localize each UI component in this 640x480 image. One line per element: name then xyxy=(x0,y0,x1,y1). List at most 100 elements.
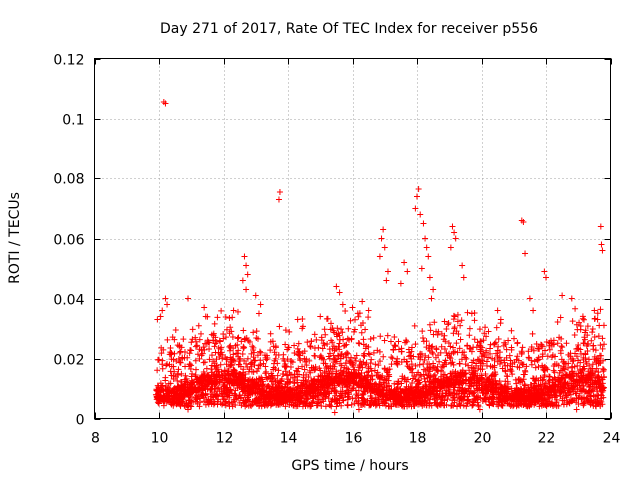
data-point xyxy=(360,352,367,359)
data-point xyxy=(199,387,206,394)
data-point xyxy=(471,389,478,396)
data-point xyxy=(408,361,415,368)
data-point xyxy=(492,369,499,376)
data-point xyxy=(215,345,222,352)
data-point xyxy=(348,354,355,361)
data-point xyxy=(310,393,317,400)
data-point xyxy=(535,377,542,384)
data-point xyxy=(439,389,446,396)
data-point xyxy=(589,325,596,332)
data-point xyxy=(167,351,174,358)
data-point xyxy=(213,371,220,378)
data-point xyxy=(487,341,494,348)
data-point xyxy=(351,366,358,373)
data-point xyxy=(454,311,461,318)
data-point xyxy=(257,349,264,356)
data-point xyxy=(511,335,518,342)
data-point xyxy=(453,340,460,347)
data-point xyxy=(526,403,533,410)
data-point xyxy=(306,401,313,408)
data-point xyxy=(241,336,248,343)
data-point xyxy=(473,344,480,351)
data-point xyxy=(405,346,412,353)
data-point xyxy=(287,364,294,371)
data-point xyxy=(239,350,246,357)
data-point xyxy=(358,329,365,336)
data-point xyxy=(276,189,283,195)
data-point xyxy=(474,386,481,393)
data-point xyxy=(194,351,201,358)
data-point xyxy=(174,342,181,349)
data-point xyxy=(397,280,404,287)
data-point xyxy=(227,362,234,369)
data-point xyxy=(489,395,496,402)
data-point xyxy=(541,268,548,275)
data-point xyxy=(417,211,424,218)
data-point xyxy=(415,393,422,400)
data-point xyxy=(315,344,322,351)
data-point xyxy=(482,370,489,377)
data-point xyxy=(286,328,293,335)
data-point xyxy=(450,344,457,351)
data-point xyxy=(229,314,236,321)
data-point xyxy=(208,352,215,359)
data-point xyxy=(311,352,318,359)
data-point xyxy=(508,344,515,351)
data-point xyxy=(380,353,387,360)
data-point xyxy=(331,409,338,416)
data-point xyxy=(171,350,178,357)
data-point xyxy=(203,365,210,372)
data-point xyxy=(384,268,391,275)
data-point xyxy=(178,370,185,377)
data-point xyxy=(458,397,465,404)
data-point xyxy=(410,391,417,398)
data-point xyxy=(485,328,492,335)
data-point xyxy=(420,338,427,345)
data-point xyxy=(257,357,264,364)
data-point xyxy=(549,394,556,401)
data-point xyxy=(491,362,498,369)
data-point xyxy=(360,336,367,343)
data-point xyxy=(226,401,233,408)
data-point xyxy=(237,357,244,364)
data-point xyxy=(509,360,516,367)
data-point xyxy=(321,326,328,333)
data-point xyxy=(226,343,233,350)
data-point xyxy=(342,342,349,349)
data-point xyxy=(211,320,218,327)
data-point xyxy=(443,387,450,394)
data-point xyxy=(262,370,269,377)
data-point xyxy=(229,333,236,340)
data-point xyxy=(201,346,208,353)
data-point xyxy=(481,352,488,359)
data-point xyxy=(426,399,433,406)
data-point xyxy=(451,229,458,236)
data-point xyxy=(457,322,464,329)
data-point xyxy=(495,343,502,350)
data-point xyxy=(344,401,351,408)
data-point xyxy=(479,350,486,357)
data-point xyxy=(172,326,179,333)
data-point xyxy=(599,335,606,342)
data-point xyxy=(532,364,539,371)
data-point xyxy=(324,341,331,348)
data-point xyxy=(445,392,452,399)
data-point xyxy=(567,353,574,360)
data-point xyxy=(275,196,282,203)
data-point xyxy=(518,350,525,357)
x-tick-label: 10 xyxy=(151,431,169,447)
data-point xyxy=(509,371,516,378)
data-point xyxy=(258,374,265,381)
data-point xyxy=(194,342,201,349)
data-point xyxy=(422,382,429,389)
data-point xyxy=(422,235,429,242)
data-point xyxy=(462,369,469,376)
data-point xyxy=(279,385,286,392)
data-point xyxy=(416,361,423,368)
data-point xyxy=(578,388,585,395)
data-point xyxy=(363,369,370,376)
data-point xyxy=(581,399,588,406)
data-point xyxy=(336,393,343,400)
data-point xyxy=(299,363,306,370)
x-tick-label: 8 xyxy=(91,431,100,447)
